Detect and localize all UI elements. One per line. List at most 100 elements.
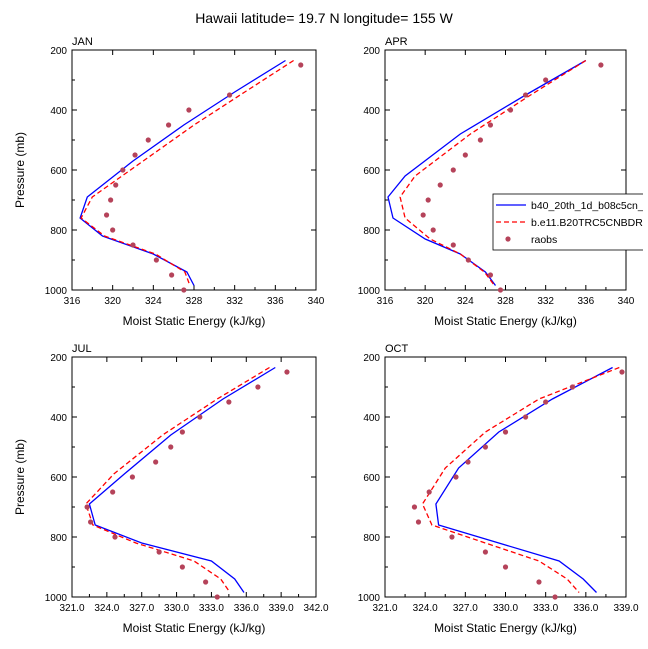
series-line-solid xyxy=(88,366,276,593)
x-tick-label: 339.0 xyxy=(269,603,294,614)
legend: b40_20th_1d_b08c5cn_139jp b.e11.B20TRC5CN… xyxy=(492,193,648,251)
raobs-point xyxy=(426,489,432,495)
x-tick-label: 336.0 xyxy=(234,603,259,614)
x-axis-label: Moist Static Energy (kJ/kg) xyxy=(123,314,266,328)
raobs-point xyxy=(255,384,261,390)
raobs-point xyxy=(179,429,185,435)
x-tick-label: 324.0 xyxy=(413,603,438,614)
raobs-point xyxy=(169,272,175,278)
x-axis-label: Moist Static Energy (kJ/kg) xyxy=(123,621,266,635)
y-tick-label: 400 xyxy=(50,106,67,117)
panel-oct: OCT 321.0 324.0 327.0 330.0 333.0 336.0 339.0 20… xyxy=(358,343,639,635)
x-tick-label: 320 xyxy=(417,296,434,307)
raobs-point xyxy=(298,62,304,68)
raobs-point xyxy=(113,182,119,188)
panel-title: JUL xyxy=(72,343,92,355)
raobs-point xyxy=(487,122,494,128)
x-tick-label: 336.0 xyxy=(573,603,598,614)
raobs-point xyxy=(487,272,494,278)
y-tick-label: 800 xyxy=(50,533,67,544)
raobs-point xyxy=(507,107,514,113)
raobs-point xyxy=(502,564,509,570)
y-tick-label: 400 xyxy=(363,413,380,424)
y-tick-label: 1000 xyxy=(45,286,68,297)
raobs-point xyxy=(226,399,232,405)
x-axis-label: Moist Static Energy (kJ/kg) xyxy=(434,621,577,635)
raobs-point xyxy=(103,212,110,218)
y-tick-label: 1000 xyxy=(358,593,381,604)
raobs-point xyxy=(156,549,162,555)
y-tick-label: 400 xyxy=(363,106,380,117)
panel-jul: JUL 321.0 324.0 327.0 330.0 333.0 336.0 339.0 34… xyxy=(13,343,329,635)
raobs-point xyxy=(543,77,549,83)
y-tick-label: 800 xyxy=(363,533,380,544)
legend-label: b40_20th_1d_b08c5cn_139jp xyxy=(531,200,648,212)
raobs-point xyxy=(425,197,431,203)
x-tick-label: 333.0 xyxy=(533,603,558,614)
x-axis-label: Moist Static Energy (kJ/kg) xyxy=(434,314,577,328)
raobs-point xyxy=(569,384,576,390)
y-tick-label: 200 xyxy=(363,353,380,364)
x-tick-label: 336 xyxy=(267,296,284,307)
x-tick-label: 321.0 xyxy=(372,603,397,614)
x-tick-label: 327.0 xyxy=(129,603,154,614)
series-line-solid xyxy=(387,59,587,286)
plot-frame xyxy=(71,49,317,291)
raobs-point xyxy=(153,257,159,263)
raobs-point xyxy=(598,62,604,68)
raobs-point xyxy=(411,504,418,510)
raobs-point xyxy=(179,564,185,570)
x-tick-label: 324.0 xyxy=(94,603,119,614)
x-tick-label: 328 xyxy=(497,296,514,307)
raobs-point xyxy=(112,534,118,540)
raobs-point xyxy=(120,167,126,173)
y-tick-label: 800 xyxy=(363,226,380,237)
series-line-solid xyxy=(435,366,613,593)
raobs-point xyxy=(462,152,468,158)
raobs-point xyxy=(450,242,456,248)
x-tick-label: 339.0 xyxy=(613,603,638,614)
raobs-point xyxy=(108,197,114,203)
raobs-point xyxy=(226,92,233,98)
x-tick-label: 336 xyxy=(577,296,594,307)
x-tick-label: 332 xyxy=(537,296,554,307)
raobs-point xyxy=(450,167,456,173)
raobs-point xyxy=(186,107,192,113)
raobs-point xyxy=(453,474,459,480)
y-axis-label: Pressure (mb) xyxy=(13,439,27,515)
x-tick-label: 332 xyxy=(226,296,243,307)
raobs-point xyxy=(449,534,455,540)
y-tick-label: 200 xyxy=(50,46,67,57)
raobs-point xyxy=(552,594,558,600)
y-tick-label: 600 xyxy=(363,166,380,177)
raobs-point xyxy=(181,287,187,293)
x-tick-label: 324 xyxy=(457,296,474,307)
raobs-point xyxy=(84,504,90,510)
x-tick-label: 340 xyxy=(308,296,325,307)
x-tick-label: 324 xyxy=(145,296,162,307)
legend-label: b.e11.B20TRC5CNBDRD.f09_g16.001 xyxy=(531,217,648,229)
x-tick-label: 327.0 xyxy=(453,603,478,614)
raobs-point xyxy=(284,369,290,375)
x-tick-label: 320 xyxy=(104,296,121,307)
raobs-point xyxy=(465,257,471,263)
panel-jan: JAN 316 320 324 328 332 336 340 200 400 600 800 1000… xyxy=(13,36,325,328)
raobs-point xyxy=(130,242,136,248)
panel-apr: APR 316 320 324 328 332 336 340 200 400 600 800 1000… xyxy=(358,36,635,328)
x-tick-label: 316 xyxy=(377,296,394,307)
legend-frame xyxy=(492,193,643,251)
plot-frame xyxy=(384,356,627,598)
x-tick-label: 330.0 xyxy=(493,603,518,614)
series-line-dashed xyxy=(80,59,294,286)
raobs-point xyxy=(168,444,174,450)
figure-title: Hawaii latitude= 19.7 N longitude= 155 W xyxy=(195,10,453,26)
raobs-point xyxy=(482,444,489,450)
y-tick-label: 400 xyxy=(50,413,67,424)
x-tick-label: 342.0 xyxy=(303,603,328,614)
raobs-point xyxy=(477,137,483,143)
x-tick-label: 328 xyxy=(186,296,203,307)
y-tick-label: 200 xyxy=(363,46,380,57)
series-line-dashed xyxy=(85,366,270,593)
raobs-point xyxy=(110,489,116,495)
series-line-solid xyxy=(79,59,286,286)
